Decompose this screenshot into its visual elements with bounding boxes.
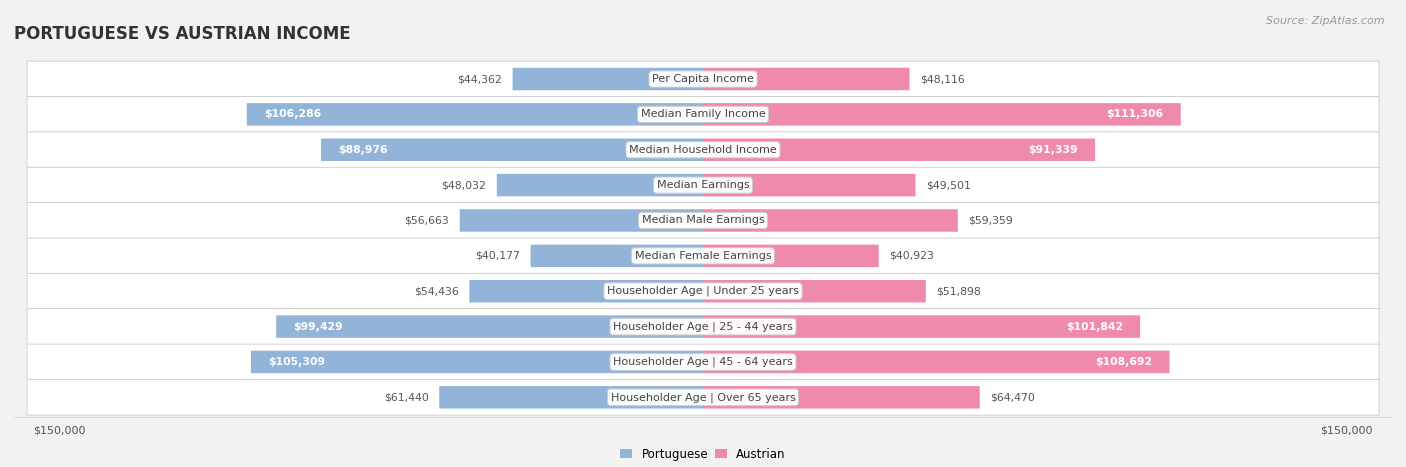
- FancyBboxPatch shape: [250, 351, 703, 373]
- Text: $61,440: $61,440: [384, 392, 429, 402]
- FancyBboxPatch shape: [27, 309, 1379, 345]
- Text: $59,359: $59,359: [969, 215, 1014, 226]
- Text: $40,177: $40,177: [475, 251, 520, 261]
- Text: PORTUGUESE VS AUSTRIAN INCOME: PORTUGUESE VS AUSTRIAN INCOME: [14, 25, 350, 43]
- FancyBboxPatch shape: [703, 139, 1095, 161]
- FancyBboxPatch shape: [321, 139, 703, 161]
- Text: $106,286: $106,286: [264, 109, 321, 120]
- Text: $48,032: $48,032: [441, 180, 486, 190]
- Text: Median Family Income: Median Family Income: [641, 109, 765, 120]
- Text: $44,362: $44,362: [457, 74, 502, 84]
- FancyBboxPatch shape: [27, 132, 1379, 168]
- Legend: Portuguese, Austrian: Portuguese, Austrian: [616, 443, 790, 466]
- Text: $111,306: $111,306: [1107, 109, 1164, 120]
- Text: $48,116: $48,116: [921, 74, 965, 84]
- FancyBboxPatch shape: [703, 386, 980, 409]
- FancyBboxPatch shape: [703, 351, 1170, 373]
- FancyBboxPatch shape: [703, 209, 957, 232]
- FancyBboxPatch shape: [27, 203, 1379, 238]
- FancyBboxPatch shape: [439, 386, 703, 409]
- Text: Median Earnings: Median Earnings: [657, 180, 749, 190]
- Text: Median Household Income: Median Household Income: [628, 145, 778, 155]
- FancyBboxPatch shape: [513, 68, 703, 90]
- Text: $51,898: $51,898: [936, 286, 981, 296]
- FancyBboxPatch shape: [27, 344, 1379, 380]
- Text: Median Male Earnings: Median Male Earnings: [641, 215, 765, 226]
- Text: Source: ZipAtlas.com: Source: ZipAtlas.com: [1267, 16, 1385, 26]
- Text: $101,842: $101,842: [1066, 322, 1123, 332]
- Text: Householder Age | Over 65 years: Householder Age | Over 65 years: [610, 392, 796, 403]
- FancyBboxPatch shape: [247, 103, 703, 126]
- Text: $91,339: $91,339: [1028, 145, 1078, 155]
- Text: $64,470: $64,470: [990, 392, 1035, 402]
- FancyBboxPatch shape: [27, 273, 1379, 309]
- FancyBboxPatch shape: [27, 97, 1379, 132]
- Text: $108,692: $108,692: [1095, 357, 1153, 367]
- Text: $49,501: $49,501: [927, 180, 972, 190]
- FancyBboxPatch shape: [703, 68, 910, 90]
- Text: Median Female Earnings: Median Female Earnings: [634, 251, 772, 261]
- Text: Householder Age | Under 25 years: Householder Age | Under 25 years: [607, 286, 799, 297]
- FancyBboxPatch shape: [703, 280, 925, 303]
- FancyBboxPatch shape: [703, 174, 915, 196]
- FancyBboxPatch shape: [276, 315, 703, 338]
- Text: $88,976: $88,976: [339, 145, 388, 155]
- FancyBboxPatch shape: [703, 315, 1140, 338]
- Text: Householder Age | 25 - 44 years: Householder Age | 25 - 44 years: [613, 321, 793, 332]
- FancyBboxPatch shape: [460, 209, 703, 232]
- FancyBboxPatch shape: [27, 238, 1379, 274]
- Text: Per Capita Income: Per Capita Income: [652, 74, 754, 84]
- Text: $99,429: $99,429: [294, 322, 343, 332]
- Text: $40,923: $40,923: [890, 251, 934, 261]
- FancyBboxPatch shape: [703, 245, 879, 267]
- FancyBboxPatch shape: [470, 280, 703, 303]
- FancyBboxPatch shape: [27, 61, 1379, 97]
- Text: $54,436: $54,436: [413, 286, 458, 296]
- Text: Householder Age | 45 - 64 years: Householder Age | 45 - 64 years: [613, 357, 793, 367]
- FancyBboxPatch shape: [27, 380, 1379, 415]
- FancyBboxPatch shape: [703, 103, 1181, 126]
- Text: $105,309: $105,309: [269, 357, 325, 367]
- FancyBboxPatch shape: [496, 174, 703, 196]
- Text: $56,663: $56,663: [405, 215, 449, 226]
- FancyBboxPatch shape: [27, 167, 1379, 203]
- FancyBboxPatch shape: [530, 245, 703, 267]
